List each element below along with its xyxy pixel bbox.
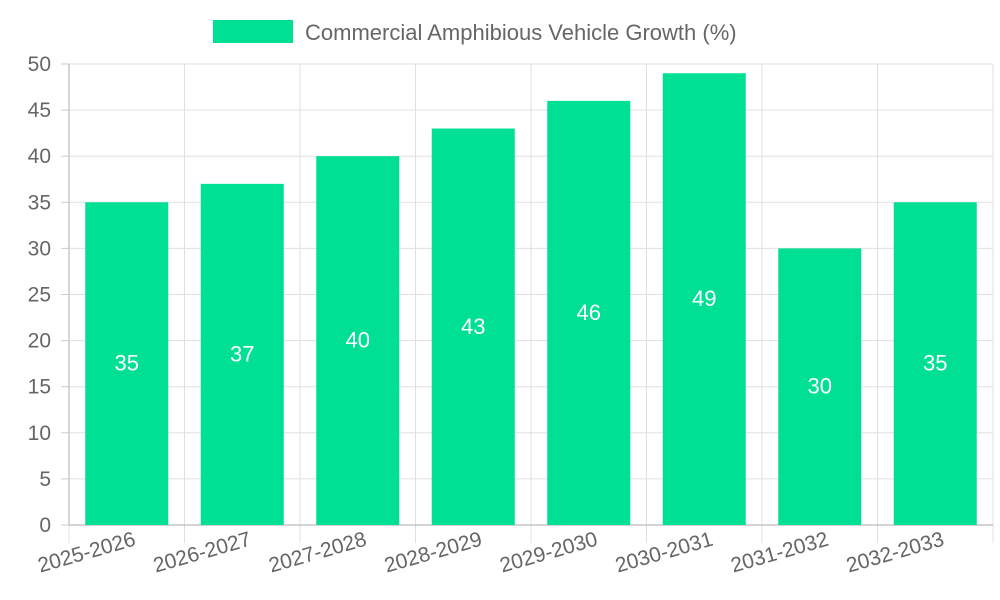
x-axis-ticks: 2025-2026 2026-2027 2027-2028 2028-2029 2029… <box>35 528 946 578</box>
bar[interactable] <box>662 73 746 525</box>
y-tick-label: 45 <box>28 99 51 122</box>
x-tick-label: 2031-2032 <box>728 528 831 578</box>
x-tick-label: 2027-2028 <box>266 528 369 578</box>
y-tick-label: 20 <box>28 330 51 353</box>
bar-value-label: 43 <box>461 314 485 339</box>
y-tick-label: 35 <box>28 191 51 214</box>
x-tick-label: 2029-2030 <box>497 528 600 578</box>
bar[interactable] <box>547 100 631 525</box>
y-tick-label: 25 <box>28 284 51 307</box>
value-labels: 35 37 40 43 46 49 30 35 <box>115 286 948 399</box>
bar-value-label: 30 <box>808 374 832 399</box>
bars <box>85 73 977 526</box>
y-tick-label: 5 <box>39 468 51 491</box>
bar[interactable] <box>85 202 169 526</box>
y-tick-label: 0 <box>39 514 51 537</box>
bar[interactable] <box>893 202 977 526</box>
bar-value-label: 46 <box>577 300 601 325</box>
legend-swatch[interactable] <box>213 20 293 43</box>
bar[interactable] <box>431 128 515 526</box>
bar-value-label: 35 <box>115 351 139 376</box>
bar-value-label: 35 <box>923 351 947 376</box>
x-tick-label: 2030-2031 <box>613 528 716 578</box>
legend[interactable]: Commercial Amphibious Vehicle Growth (%) <box>213 20 737 45</box>
bar-value-label: 37 <box>230 341 254 366</box>
bar[interactable] <box>778 248 862 525</box>
bar[interactable] <box>316 156 400 525</box>
y-tick-label: 40 <box>28 145 51 168</box>
y-axis-ticks: 0 5 10 15 20 25 30 35 40 45 50 <box>28 53 69 537</box>
bar[interactable] <box>200 183 284 526</box>
x-tick-label: 2032-2033 <box>844 528 947 578</box>
legend-label[interactable]: Commercial Amphibious Vehicle Growth (%) <box>305 20 737 45</box>
x-tick-label: 2026-2027 <box>151 528 254 578</box>
y-tick-label: 10 <box>28 422 51 445</box>
bar-value-label: 49 <box>692 286 716 311</box>
y-tick-label: 50 <box>28 53 51 76</box>
y-tick-label: 15 <box>28 376 51 399</box>
y-tick-label: 30 <box>28 237 51 260</box>
x-tick-label: 2028-2029 <box>382 528 485 578</box>
bar-value-label: 40 <box>346 328 370 353</box>
